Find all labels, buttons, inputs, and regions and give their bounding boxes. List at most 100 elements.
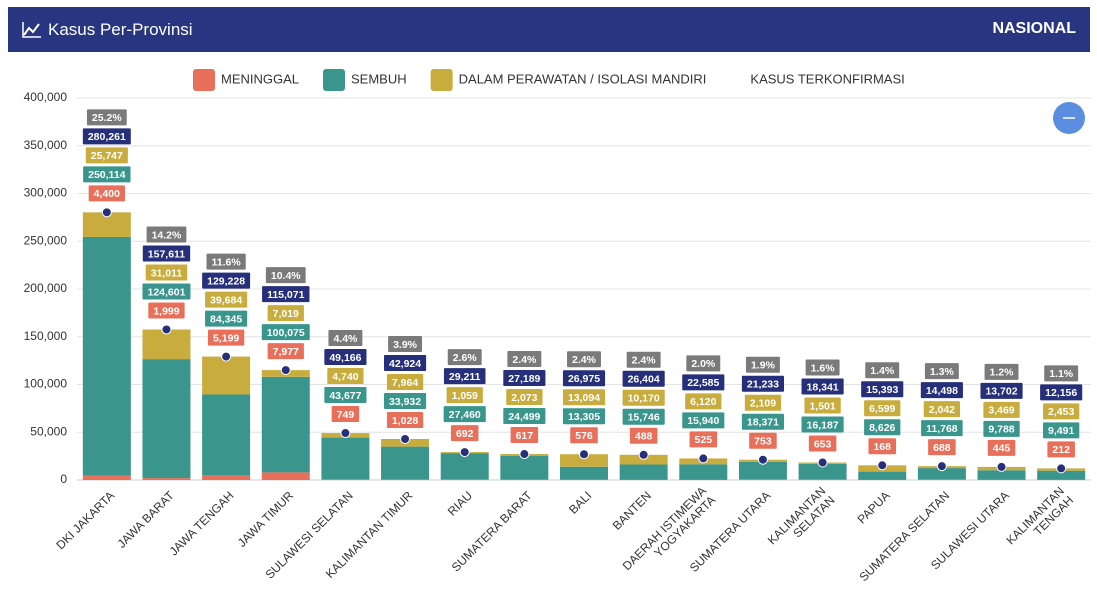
value-label-text: 168 — [873, 441, 891, 453]
value-label: 21,233 — [741, 375, 785, 392]
value-label: 445 — [987, 439, 1016, 456]
value-label-box — [206, 253, 246, 270]
value-label-text: 14.2% — [152, 229, 182, 241]
value-label-box — [142, 245, 191, 262]
value-label-box — [805, 359, 840, 376]
value-label: 1,999 — [148, 302, 185, 319]
value-label-text: 1.9% — [751, 360, 776, 372]
value-label-text: 749 — [337, 409, 355, 421]
value-label: 6,599 — [864, 400, 901, 417]
total-dot — [280, 365, 291, 376]
value-label: 11.6% — [206, 253, 246, 270]
value-label-box — [1040, 384, 1083, 401]
value-label-box — [808, 435, 837, 452]
value-label-text: 27,460 — [449, 409, 481, 421]
value-label-text: 115,071 — [267, 289, 305, 301]
value-label-box — [987, 439, 1016, 456]
value-label-box — [562, 389, 606, 406]
value-label-text: 157,611 — [148, 248, 186, 260]
value-label: 39,684 — [205, 291, 248, 308]
value-label-text: 1,059 — [452, 390, 478, 402]
total-dot — [519, 449, 530, 460]
value-label: 749 — [331, 406, 360, 423]
value-label: 1.1% — [1044, 365, 1079, 382]
value-label: 3.9% — [388, 336, 423, 353]
x-tick-label: JAWA TIMUR — [235, 488, 297, 550]
value-label-text: 250,114 — [88, 169, 126, 181]
value-label: 1.3% — [924, 363, 959, 380]
value-label: 13,702 — [980, 382, 1023, 399]
value-label-box — [383, 393, 427, 410]
bar-segment — [202, 394, 251, 476]
value-label-box — [682, 374, 725, 391]
y-tick-label: 250,000 — [24, 233, 68, 247]
value-label-box — [865, 362, 900, 379]
bar-segment — [440, 479, 489, 480]
bar-segment — [679, 464, 728, 480]
value-label-text: 9,491 — [1048, 425, 1074, 437]
value-label-box — [202, 272, 251, 289]
value-label-text: 1,999 — [153, 305, 179, 317]
value-label: 2,042 — [923, 401, 961, 418]
value-label-text: 25,747 — [91, 150, 123, 162]
value-label: 124,601 — [142, 283, 191, 300]
value-label-text: 1.1% — [1049, 368, 1074, 380]
bar-segment — [321, 479, 370, 480]
value-label: 4,400 — [88, 185, 125, 202]
value-label: 692 — [450, 425, 479, 442]
value-label: 688 — [928, 439, 956, 456]
value-label: 14.2% — [146, 226, 187, 243]
value-label-text: 3.9% — [393, 339, 418, 351]
value-label: 15,393 — [861, 381, 904, 398]
value-label-box — [205, 291, 248, 308]
x-tick-label: JAWA TENGAH — [167, 488, 237, 558]
value-label-box — [983, 401, 1020, 418]
value-label-text: 39,684 — [210, 294, 242, 306]
total-dot — [579, 449, 589, 460]
value-label: 7,977 — [267, 343, 304, 360]
value-label-box — [383, 355, 427, 372]
value-label-box — [261, 324, 310, 341]
value-label-box — [205, 310, 248, 327]
value-label-box — [85, 147, 128, 164]
value-label-text: 1,501 — [809, 400, 835, 412]
value-label-box — [741, 375, 785, 392]
value-label-box — [142, 283, 191, 300]
value-label-text: 42,924 — [389, 358, 421, 370]
value-label-text: 1.3% — [930, 366, 955, 378]
total-dot — [877, 460, 888, 471]
header-title: Kasus Per-Provinsi — [48, 20, 193, 39]
value-label-text: 5,199 — [213, 332, 239, 344]
value-label-text: 84,345 — [210, 313, 242, 325]
value-label-box — [148, 302, 185, 319]
value-label-box — [567, 351, 601, 368]
value-label-text: 488 — [635, 431, 653, 443]
value-label-text: 43,677 — [329, 390, 361, 402]
value-label-box — [386, 412, 424, 429]
value-label: 1,501 — [804, 397, 841, 414]
value-label-box — [503, 408, 546, 425]
bar-segment — [619, 464, 668, 480]
bar-segment — [142, 478, 191, 480]
bar-segment — [858, 471, 907, 480]
y-tick-label: 150,000 — [24, 329, 68, 343]
value-label-text: 21,233 — [747, 379, 779, 391]
value-label-text: 15,940 — [687, 415, 719, 427]
value-label-text: 2.4% — [512, 354, 537, 366]
value-label: 129,228 — [202, 272, 251, 289]
value-label: 168 — [868, 438, 897, 455]
value-label-box — [1043, 403, 1080, 420]
value-label: 43,677 — [324, 387, 367, 404]
value-label-box — [685, 393, 722, 410]
total-dot — [638, 449, 649, 460]
value-label-box — [629, 427, 658, 444]
value-label-box — [686, 355, 721, 372]
value-label-box — [510, 427, 539, 444]
value-label-box — [267, 305, 304, 322]
value-label: 617 — [510, 427, 539, 444]
value-label: 6,120 — [685, 393, 722, 410]
value-label-box — [145, 264, 188, 281]
value-label-box — [146, 226, 187, 243]
value-label-text: 6,120 — [690, 396, 716, 408]
bar-segment — [679, 479, 728, 480]
